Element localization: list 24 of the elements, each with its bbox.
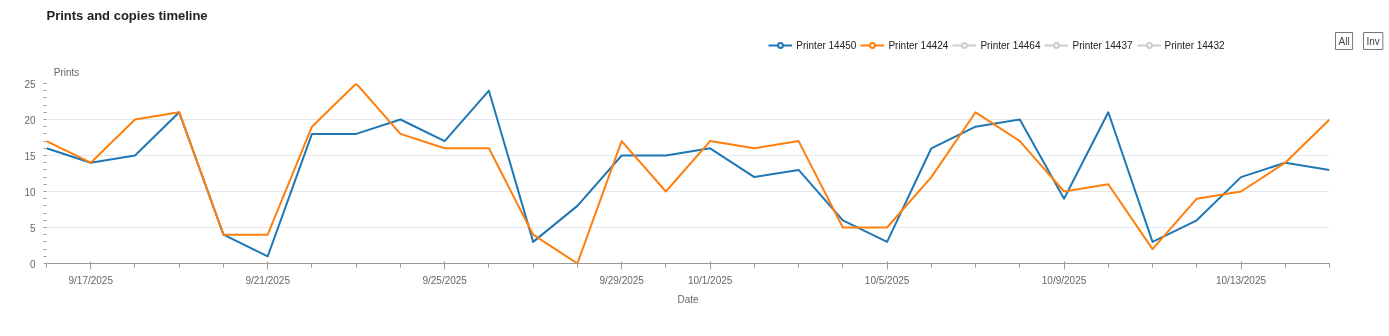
y-tick-label: 5 — [29, 222, 36, 234]
x-tick-label: 10/9/2025 — [1041, 274, 1087, 286]
y-axis-title: Prints — [53, 66, 80, 78]
y-tick-label: 0 — [29, 258, 36, 270]
x-tick-label: 10/5/2025 — [864, 274, 910, 286]
text: All — [1338, 35, 1350, 47]
x-tick-label: 10/13/2025 — [1215, 274, 1267, 286]
y-tick-label: 15 — [24, 150, 36, 162]
legend-label: Printer 14464 — [980, 39, 1041, 51]
x-tick-label: 9/17/2025 — [68, 274, 114, 286]
x-tick-label: 9/21/2025 — [245, 274, 291, 286]
x-tick-label: 10/1/2025 — [687, 274, 733, 286]
text: Inv — [1366, 35, 1380, 47]
x-axis-title: Date — [677, 293, 699, 305]
x-tick-label: 9/25/2025 — [422, 274, 468, 286]
legend-label: Printer 14432 — [1164, 39, 1225, 51]
y-tick-label: 20 — [24, 114, 36, 126]
legend-label: Printer 14437 — [1072, 39, 1133, 51]
x-tick-label: 9/29/2025 — [599, 274, 645, 286]
chart-title: Prints and copies timeline — [46, 7, 208, 23]
y-tick-label: 10 — [24, 186, 36, 198]
legend-label: Printer 14450 — [796, 39, 857, 51]
legend-label: Printer 14424 — [888, 39, 949, 51]
y-tick-label: 25 — [24, 78, 36, 90]
